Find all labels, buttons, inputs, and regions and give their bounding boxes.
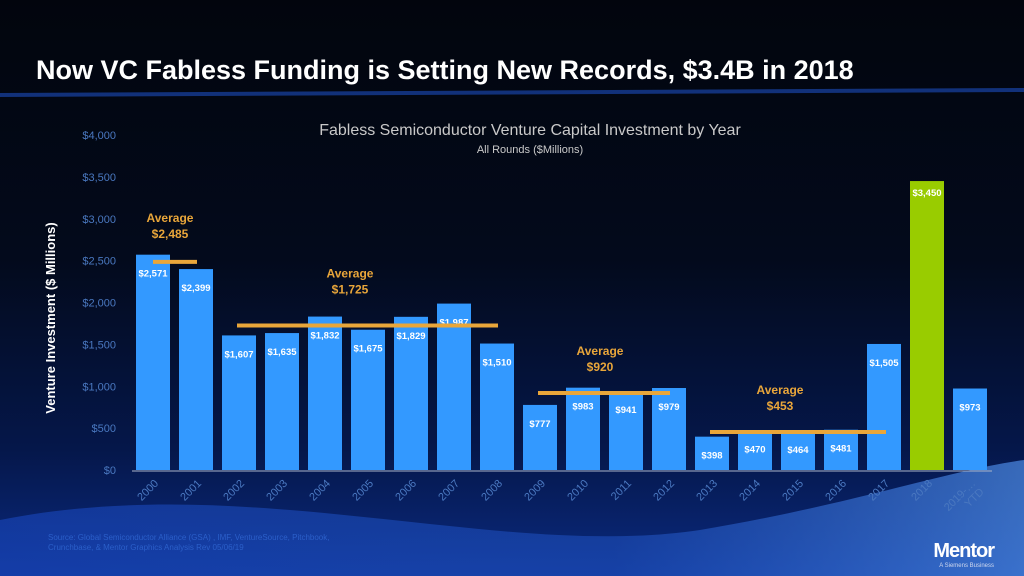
bar-2007 <box>437 303 471 470</box>
bar-2006 <box>394 316 428 470</box>
data-label: $2,399 <box>181 283 210 294</box>
data-label: $1,829 <box>396 331 425 342</box>
bar-2010 <box>566 387 600 470</box>
mentor-logo: Mentor A Siemens Business <box>933 540 995 570</box>
x-tick-label: 2007 <box>436 478 462 504</box>
x-tick-label: 2018 <box>909 478 935 504</box>
y-tick-label: $4,000 <box>82 130 116 142</box>
logo-tagline: A Siemens Business <box>939 563 994 569</box>
x-tick-label: 2000 <box>135 478 161 504</box>
data-label: $481 <box>830 444 852 455</box>
x-tick-label: 2004 <box>307 478 333 504</box>
data-label: $979 <box>658 402 679 413</box>
x-tick-label: 2015 <box>780 478 806 504</box>
x-tick-label: 2010 <box>565 478 591 504</box>
data-label: $1,510 <box>482 358 511 369</box>
bar-2003 <box>265 333 299 470</box>
data-label: $398 <box>701 451 722 462</box>
x-tick-label: 2005 <box>350 478 376 504</box>
data-label: $983 <box>572 402 593 413</box>
x-tick-label: 2002 <box>221 478 247 504</box>
source-note: Source: Global Semiconductor Alliance (G… <box>48 533 330 552</box>
data-label: $777 <box>529 419 550 430</box>
bar-2005 <box>351 329 385 470</box>
bar-2016 <box>824 429 858 470</box>
x-tick-label: 2019-…YTD <box>942 478 987 523</box>
bar-2015 <box>781 431 815 470</box>
bar-2019-… <box>953 388 987 470</box>
bar-2014 <box>738 430 772 470</box>
bar-2017 <box>867 343 901 470</box>
bar-2009 <box>523 404 557 470</box>
logo-name: Mentor <box>933 540 995 562</box>
y-tick-label: $2,500 <box>82 256 116 268</box>
data-label: $2,571 <box>138 269 168 280</box>
average-value: $1,725 <box>332 283 369 297</box>
bar-2000 <box>136 254 170 470</box>
data-label: $1,987 <box>439 318 468 329</box>
data-label: $3,450 <box>912 188 941 199</box>
y-tick-label: $1,500 <box>82 339 116 351</box>
data-label: $1,675 <box>353 344 383 355</box>
average-label: Average <box>577 344 624 358</box>
average-label: Average <box>147 211 194 225</box>
x-tick-label: 2016 <box>823 478 849 504</box>
data-label: $1,607 <box>224 349 253 360</box>
y-tick-label: $0 <box>104 465 116 477</box>
y-tick-label: $1,000 <box>82 381 116 393</box>
y-tick-label: $3,000 <box>82 214 116 226</box>
bar-2012 <box>652 388 686 470</box>
data-label: $1,505 <box>869 358 899 369</box>
x-tick-label: 2001 <box>178 478 204 504</box>
x-tick-label: 2009 <box>522 478 548 504</box>
y-axis-label: Venture Investment ($ Millions) <box>43 222 58 413</box>
data-label: $973 <box>959 403 980 414</box>
x-tick-label: 2017 <box>866 478 892 504</box>
chart-title: Fabless Semiconductor Venture Capital In… <box>319 122 741 139</box>
average-label: Average <box>327 267 374 281</box>
x-tick-label: 2012 <box>651 478 677 504</box>
data-label: $1,635 <box>267 347 297 358</box>
average-value: $2,485 <box>152 227 189 241</box>
y-tick-label: $3,500 <box>82 172 116 184</box>
data-label: $464 <box>787 445 809 456</box>
x-tick-label: 2003 <box>264 478 290 504</box>
x-tick-label: 2006 <box>393 478 419 504</box>
x-tick-label: 2011 <box>609 478 634 503</box>
bar-2013 <box>695 436 729 470</box>
x-tick-label: 2013 <box>694 478 720 504</box>
average-value: $920 <box>587 360 614 374</box>
average-value: $453 <box>767 399 794 413</box>
data-label: $1,832 <box>310 331 339 342</box>
bar-2001 <box>179 269 213 470</box>
bar-2008 <box>480 343 514 470</box>
chart-subtitle: All Rounds ($Millions) <box>477 144 583 156</box>
bar-2011 <box>609 391 643 470</box>
y-tick-label: $2,000 <box>82 298 116 310</box>
bar-2004 <box>308 316 342 470</box>
y-tick-label: $500 <box>92 423 116 435</box>
average-label: Average <box>757 383 804 397</box>
bar-2018 <box>910 181 944 470</box>
bar-2002 <box>222 335 256 470</box>
data-label: $941 <box>615 405 637 416</box>
x-tick-label: 2014 <box>737 478 763 504</box>
slide-title: Now VC Fabless Funding is Setting New Re… <box>36 55 854 85</box>
x-tick-label: 2008 <box>479 478 505 504</box>
data-label: $470 <box>744 445 765 456</box>
